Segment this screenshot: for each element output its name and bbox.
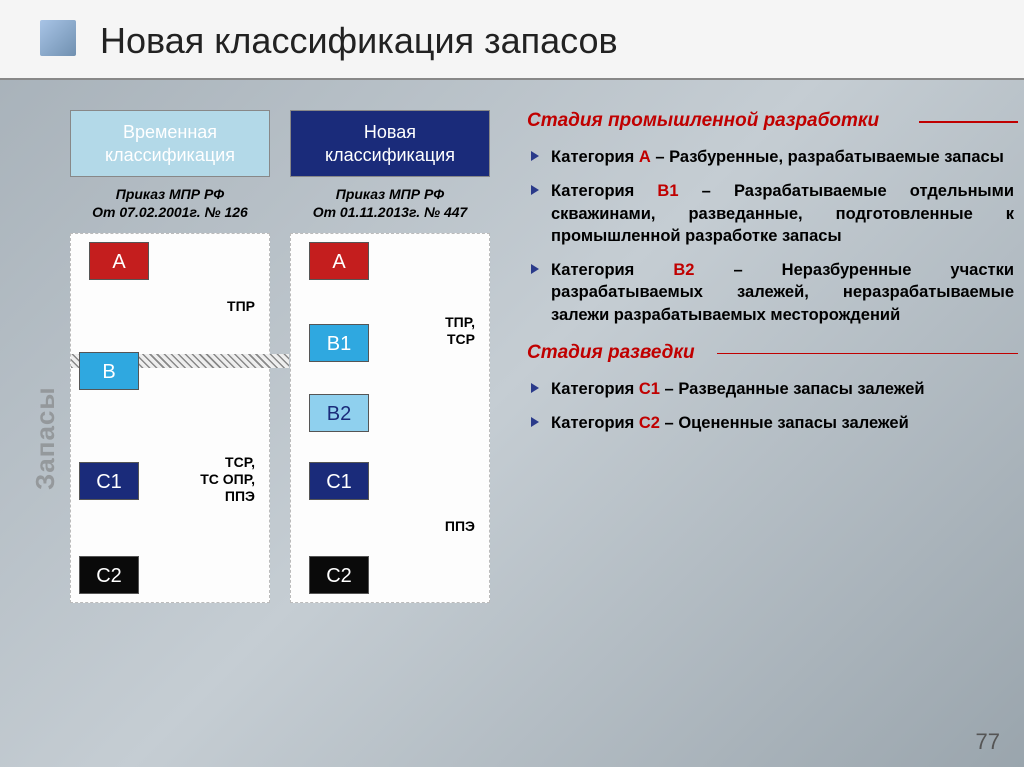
title-bar: Новая классификация запасов [0,0,1024,80]
category-prefix: Категория [551,380,639,398]
category-code: С2 [639,414,660,432]
category-block-A: A [89,242,149,280]
category-item: Категория С1 – Разведанные запасы залеже… [527,378,1014,400]
stage-header: Стадия промышленной разработки [527,110,887,132]
category-item: Категория А – Разбуренные, разрабатываем… [527,146,1014,168]
stage-header: Стадия разведки [527,342,703,364]
category-prefix: Категория [551,414,639,432]
header-new: Новая классификация [290,110,490,177]
category-block-C2: C2 [309,556,369,594]
right-panel: Стадия промышленной разработки Категория … [527,110,1014,603]
column-old: A B C1 C2 ТПР ТСР,ТС ОПР,ППЭ [70,233,270,603]
category-item: Категория В1 – Разрабатываемые отдельным… [527,180,1014,247]
side-label: ТСР,ТС ОПР,ППЭ [200,454,255,504]
category-code: С1 [639,380,660,398]
side-label: ТПР [227,298,255,315]
category-block-B2: B2 [309,394,369,432]
category-code: А [639,148,651,166]
category-list: Категория С1 – Разведанные запасы залеже… [527,378,1014,435]
columns: A B C1 C2 ТПР ТСР,ТС ОПР,ППЭ A B1 B2 C1 C2 ТПР,ТСР… [70,233,517,603]
order-old: Приказ МПР РФОт 07.02.2001г. № 126 [70,185,270,221]
category-list: Категория А – Разбуренные, разрабатываем… [527,146,1014,326]
category-prefix: Категория [551,148,639,166]
category-block-C2: C2 [79,556,139,594]
page-title: Новая классификация запасов [100,20,984,62]
headers-row: Временная классификация Новая классифика… [70,110,517,177]
content: Запасы Временная классификация Новая кла… [0,110,1024,603]
category-text: – Разбуренные, разрабатываемые запасы [651,148,1004,166]
accent-square [40,20,76,56]
category-block-B1: B1 [309,324,369,362]
vertical-label: Запасы [30,386,61,490]
category-prefix: Категория [551,261,673,279]
category-item: Категория С2 – Оцененные запасы залежей [527,412,1014,434]
category-item: Категория В2 – Неразбуренные участки раз… [527,259,1014,326]
column-new: A B1 B2 C1 C2 ТПР,ТСР ППЭ [290,233,490,603]
order-new: Приказ МПР РФОт 01.11.2013г. № 447 [290,185,490,221]
category-block-B: B [79,352,139,390]
left-panel: Запасы Временная классификация Новая кла… [30,110,517,603]
category-block-A: A [309,242,369,280]
category-block-C1: C1 [79,462,139,500]
stage-header-line: Стадия разведки [527,342,1014,364]
side-label: ТПР,ТСР [445,314,475,348]
header-old: Временная классификация [70,110,270,177]
category-text: – Разведанные запасы залежей [660,380,925,398]
page-number: 77 [976,729,1000,755]
category-code: В2 [673,261,694,279]
stage-header-line: Стадия промышленной разработки [527,110,1014,132]
orders-row: Приказ МПР РФОт 07.02.2001г. № 126 Прика… [70,185,517,221]
side-label: ППЭ [445,518,475,535]
category-code: В1 [657,182,678,200]
category-text: – Оцененные запасы залежей [660,414,909,432]
category-prefix: Категория [551,182,657,200]
category-block-C1: C1 [309,462,369,500]
